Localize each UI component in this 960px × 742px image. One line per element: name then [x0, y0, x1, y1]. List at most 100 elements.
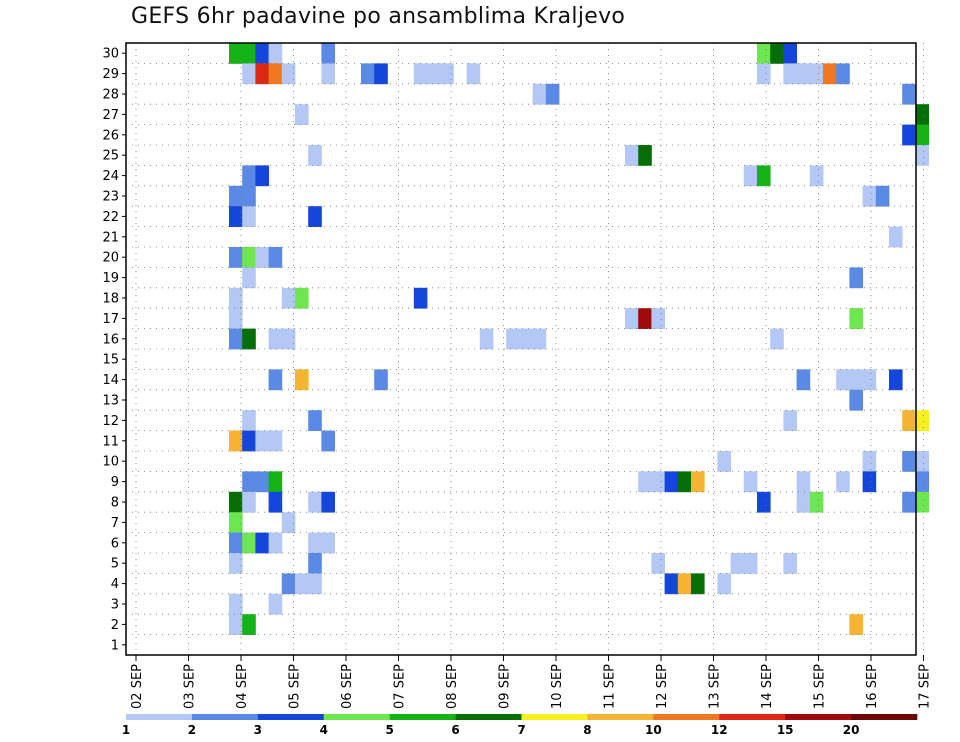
x-tick-label: 03 SEP — [183, 664, 198, 709]
heatmap-cell — [915, 145, 929, 166]
heatmap-cell — [796, 471, 811, 493]
heatmap-cell — [255, 247, 269, 268]
heatmap-cell — [849, 308, 863, 329]
heatmap-cell — [625, 308, 639, 329]
heatmap-cell — [229, 430, 243, 452]
heatmap-cell — [268, 43, 283, 64]
heatmap-cell — [255, 532, 269, 554]
heatmap-cell — [823, 63, 837, 85]
heatmap-cell — [268, 63, 283, 85]
heatmap-cell — [691, 573, 705, 595]
heatmap-cell — [281, 63, 296, 85]
heatmap-cell — [757, 63, 771, 85]
heatmap-cell — [229, 247, 243, 268]
x-tick-label: 14 SEP — [760, 664, 775, 709]
colorbar-swatch — [719, 714, 786, 720]
grid-lines — [126, 43, 924, 655]
plot-frame — [125, 42, 917, 656]
heatmap-cell — [519, 328, 533, 350]
heatmap-cell — [361, 63, 375, 85]
heatmap-cell — [770, 43, 784, 64]
chart-title: GEFS 6hr padavine po ansamblima Kraljevo — [131, 4, 626, 29]
heatmap-cell — [783, 43, 797, 64]
heatmap-cell — [242, 410, 256, 431]
colorbar-swatch — [851, 714, 918, 720]
heatmap-cell — [875, 185, 890, 207]
heatmap-cell — [308, 410, 322, 431]
heatmap-cell — [308, 573, 322, 595]
y-tick-label: 9 — [111, 475, 119, 490]
heatmap-cell — [717, 451, 731, 472]
heatmap-cell — [242, 471, 256, 493]
heatmap-cell — [242, 614, 256, 635]
y-tick-label: 20 — [102, 251, 119, 266]
colorbar-swatch — [389, 714, 456, 720]
heatmap-cell — [809, 63, 824, 85]
x-tick-label: 08 SEP — [445, 664, 460, 709]
heatmap-cell — [440, 63, 454, 85]
heatmap-cell — [229, 614, 243, 635]
heatmap-cell — [651, 553, 665, 574]
heatmap-cell — [268, 471, 283, 493]
heatmap-cell — [638, 145, 652, 166]
y-tick-label: 7 — [111, 516, 119, 531]
y-tick-label: 10 — [102, 455, 119, 470]
y-tick-label: 6 — [111, 536, 119, 551]
x-tick-label: 04 SEP — [235, 664, 250, 709]
heatmap-cell — [268, 328, 283, 350]
x-tick-label: 10 SEP — [550, 664, 565, 709]
heatmap-cell — [809, 165, 824, 187]
heatmap-cell — [783, 410, 797, 431]
heatmap-cell — [466, 63, 481, 85]
heatmap-cell — [915, 124, 929, 146]
heatmap-cell — [242, 43, 256, 64]
heatmap-cell — [321, 532, 335, 554]
colorbar-swatch — [126, 714, 193, 720]
heatmap-cell — [664, 573, 679, 595]
heatmap-cell — [242, 532, 256, 554]
heatmap-cell — [915, 471, 929, 493]
heatmap-cell — [281, 512, 296, 533]
heatmap-cell — [638, 471, 652, 493]
heatmap-cell — [902, 124, 916, 146]
colorbar-swatch — [191, 714, 259, 720]
heatmap-cell — [308, 145, 322, 166]
y-tick-label: 28 — [102, 88, 119, 103]
heatmap-cell — [229, 206, 243, 227]
heatmap-cell — [308, 532, 322, 554]
y-tick-label: 30 — [102, 47, 119, 62]
x-tick-label: 15 SEP — [813, 664, 828, 709]
heatmap-cell — [229, 308, 243, 329]
heatmap-cell — [915, 491, 929, 513]
x-tick-label: 16 SEP — [865, 664, 880, 709]
heatmap-cell — [308, 491, 322, 513]
heatmap-cell — [255, 63, 269, 85]
heatmap-cell — [281, 287, 296, 309]
y-tick-label: 2 — [111, 618, 119, 633]
heatmap-cell — [730, 553, 745, 574]
x-tick-label: 02 SEP — [130, 664, 145, 709]
colorbar-label: 3 — [254, 723, 262, 737]
heatmap-cell — [281, 328, 296, 350]
colorbar-label: 8 — [583, 723, 591, 737]
y-tick-label: 19 — [102, 271, 119, 286]
heatmap-cell — [783, 553, 797, 574]
colorbar-swatch — [521, 714, 588, 720]
heatmap-cell — [295, 573, 309, 595]
x-tick-label: 09 SEP — [498, 664, 513, 709]
heatmap-cell — [902, 451, 916, 472]
heatmap-cell — [374, 63, 388, 85]
y-tick-label: 3 — [111, 598, 119, 613]
x-tick-label: 07 SEP — [393, 664, 408, 709]
heatmap-cell — [915, 451, 929, 472]
heatmap-cell — [625, 145, 639, 166]
heatmap-cell — [506, 328, 520, 350]
heatmap-cell — [255, 43, 269, 64]
heatmap-cell — [915, 104, 929, 125]
heatmap-cell — [677, 573, 692, 595]
y-tick-label: 21 — [102, 230, 119, 245]
heatmap-cell — [229, 43, 243, 64]
colorbar-label: 1 — [122, 723, 130, 737]
y-tick-label: 24 — [102, 169, 119, 184]
